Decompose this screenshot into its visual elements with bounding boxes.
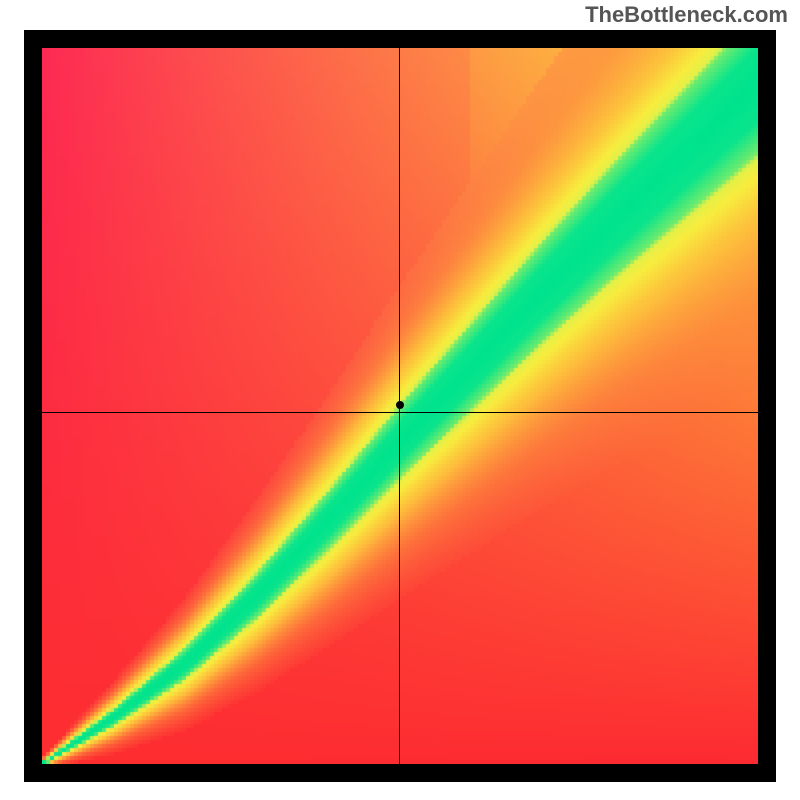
chart-frame: [24, 30, 776, 782]
watermark-text: TheBottleneck.com: [585, 2, 788, 28]
crosshair-horizontal: [42, 412, 758, 413]
chart-container: TheBottleneck.com: [0, 0, 800, 800]
marker-dot: [396, 401, 404, 409]
